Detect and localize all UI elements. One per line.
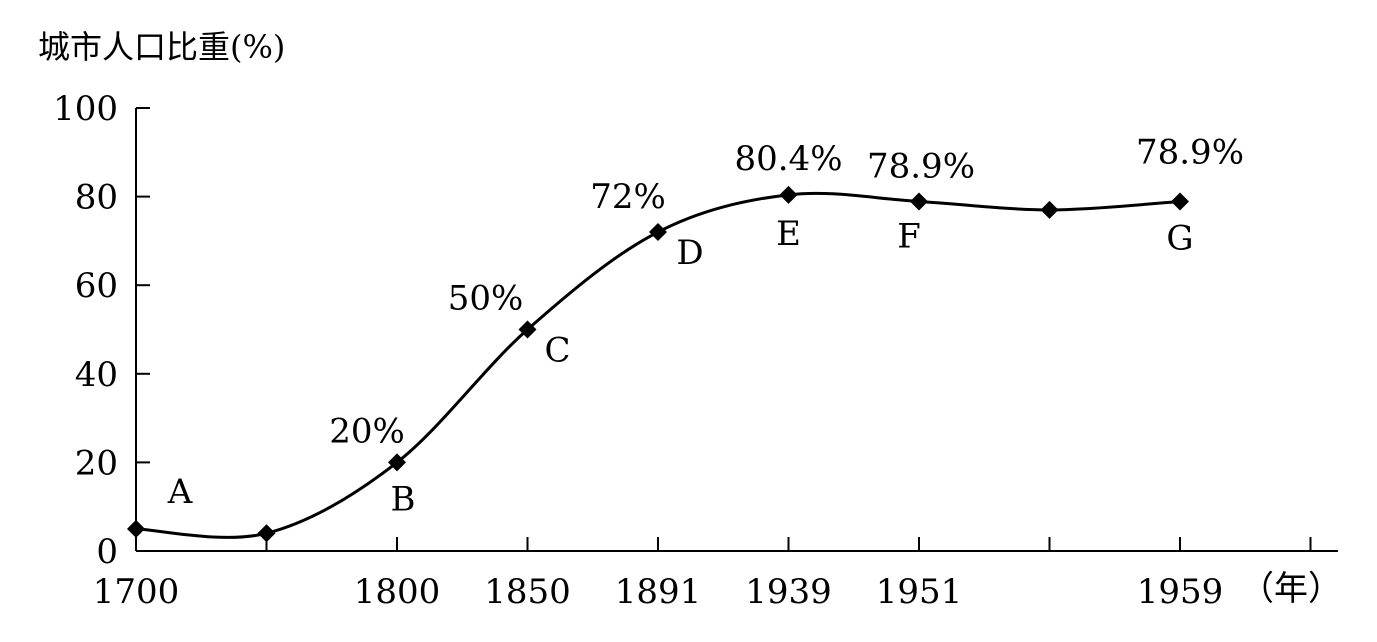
markers xyxy=(127,185,1189,543)
point-letter-label: A xyxy=(167,472,193,512)
data-point-marker xyxy=(649,223,667,242)
x-axis-unit: （年） xyxy=(1240,569,1342,609)
y-tick-label: 0 xyxy=(96,532,118,572)
y-tick-label: 100 xyxy=(53,89,118,129)
point-letter-label: E xyxy=(776,214,801,254)
data-point-marker xyxy=(779,185,798,204)
y-ticks: 0 20 40 60 80 100 xyxy=(53,89,150,572)
data-point-marker xyxy=(518,320,537,339)
data-point-marker xyxy=(127,519,145,538)
x-ticks: 1700 1800 1850 1891 1939 1951 1959 xyxy=(93,537,1312,612)
point-letter-label: F xyxy=(897,216,921,256)
value-label: 78.9% xyxy=(1136,132,1244,172)
x-tick-label: 1700 xyxy=(93,572,180,612)
point-letter-label: G xyxy=(1166,218,1193,258)
data-point-marker xyxy=(1040,200,1059,219)
y-tick-label: 80 xyxy=(75,178,118,218)
x-tick-label: 1850 xyxy=(484,572,571,612)
data-point-marker xyxy=(388,453,406,472)
value-label: 50% xyxy=(448,279,524,319)
y-tick-label: 60 xyxy=(75,266,118,306)
data-point-marker xyxy=(257,524,276,543)
y-tick-label: 40 xyxy=(75,355,118,395)
data-labels: A 20% B 50% C 72%D 80.4% E 78.9% F 78.9% G xyxy=(167,132,1244,519)
y-tick-label: 20 xyxy=(75,443,118,483)
axes xyxy=(135,108,1338,552)
point-letter-label: B xyxy=(391,479,416,519)
y-axis-title: 城市人口比重(%) xyxy=(38,28,285,66)
point-letter-label: C xyxy=(544,331,570,371)
x-tick-label: 1951 xyxy=(876,572,963,612)
x-tick-label: 1939 xyxy=(745,572,832,612)
value-label: 78.9% xyxy=(867,146,975,186)
x-tick-label: 1891 xyxy=(615,572,702,612)
series-line xyxy=(135,191,1181,539)
value-label: 72% xyxy=(590,177,666,217)
x-tick-label: 1800 xyxy=(354,572,441,612)
value-label: 20% xyxy=(329,411,405,451)
data-point-marker xyxy=(1171,192,1189,211)
x-tick-label: 1959 xyxy=(1137,572,1224,612)
point-letter-label: D xyxy=(676,233,703,273)
data-point-marker xyxy=(910,192,928,211)
value-label: 80.4% xyxy=(734,139,842,179)
